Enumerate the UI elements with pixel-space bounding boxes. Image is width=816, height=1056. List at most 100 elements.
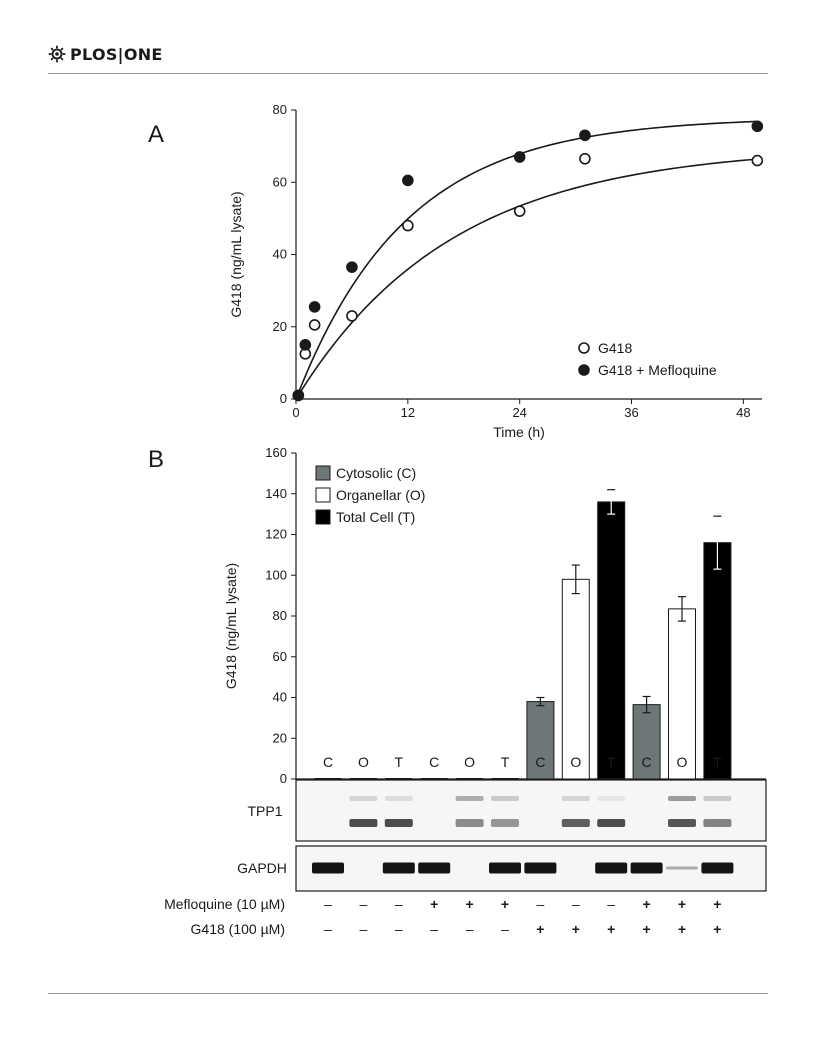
tpp1-upper-band (349, 796, 378, 801)
x-tick-label: 12 (401, 405, 415, 420)
legend-label: Total Cell (T) (336, 509, 415, 525)
bar-category-label: O (570, 754, 581, 770)
treatment-value: + (643, 921, 651, 937)
data-point-filled (292, 389, 305, 402)
tpp1-upper-band (561, 796, 590, 801)
data-point-filled (402, 174, 414, 187)
bar-category-label: C (642, 754, 652, 770)
bar-category-label: T (713, 754, 722, 770)
panel-b-chart: 0 20 40 60 80 100 120 140 160 G418 (ng/mL lysate)… (223, 445, 766, 786)
data-point-open (346, 310, 358, 322)
legend-label: G418 (598, 340, 632, 356)
x-tick-label: 24 (512, 405, 526, 420)
treatment-value: – (572, 896, 580, 912)
bar (561, 578, 590, 780)
bar-category-label: T (395, 754, 404, 770)
y-tick-label: 40 (273, 247, 287, 262)
treatment-value: + (607, 921, 615, 937)
treatment-value: – (360, 896, 368, 912)
gapdh-band (382, 862, 415, 874)
panel-a-chart: 0 20 40 60 80 0 12 24 36 48 Time (h) G418 (ng/mL ly… (228, 102, 764, 440)
bar-category-label: C (429, 754, 439, 770)
bar (703, 542, 732, 780)
data-point-open (513, 205, 526, 217)
treatment-value: – (324, 921, 332, 937)
y-tick-label: 80 (273, 102, 287, 117)
y-tick-label: 80 (273, 608, 287, 623)
journal-name: PLOS|ONE (70, 44, 163, 64)
header-divider (48, 73, 768, 74)
y-tick-label: 0 (280, 771, 287, 786)
y-tick-label: 40 (273, 690, 287, 705)
gapdh-band (418, 862, 451, 874)
legend-swatch (315, 487, 331, 503)
data-point-filled (751, 120, 764, 133)
y-tick-label: 20 (273, 730, 287, 745)
treatment-value: – (501, 921, 509, 937)
y-axis-title: G418 (ng/mL lysate) (228, 191, 244, 317)
treatment-value: + (713, 896, 721, 912)
legend-label: Organellar (O) (336, 487, 425, 503)
treatment-value: + (466, 896, 474, 912)
data-point-filled (346, 261, 358, 273)
y-axis-title: G418 (ng/mL lysate) (223, 563, 239, 689)
legend-swatch (315, 509, 331, 525)
tpp1-lower-band (561, 819, 590, 827)
tpp1-lower-band (597, 819, 626, 827)
bar (597, 501, 626, 780)
legend-marker (578, 342, 590, 354)
treatment-value: + (501, 896, 509, 912)
gapdh-band (524, 862, 557, 874)
treatment-value: – (607, 896, 615, 912)
bar-category-label: T (501, 754, 510, 770)
treatment-table: Mefloquine (10 µM) – – – + + + – – – + + + G418 (100 … (164, 896, 721, 937)
gapdh-band (595, 862, 628, 874)
treatment-value: – (395, 896, 403, 912)
x-tick-label: 36 (624, 405, 638, 420)
panel-b-label: B (148, 446, 164, 473)
treatment-value: + (713, 921, 721, 937)
legend-marker (578, 364, 590, 376)
tpp1-lower-band (455, 819, 484, 827)
tpp1-lower-band (349, 819, 378, 827)
bar-category-label: C (535, 754, 545, 770)
data-point-open (402, 219, 414, 232)
gapdh-label: GAPDH (237, 860, 287, 876)
gapdh-band (666, 866, 698, 870)
gapdh-band (630, 862, 663, 874)
tpp1-label: TPP1 (247, 803, 282, 819)
treatment-value: + (678, 896, 686, 912)
bar (632, 704, 661, 780)
tpp1-upper-band (491, 796, 519, 801)
tpp1-lower-band (491, 819, 519, 827)
data-point-open (579, 152, 591, 165)
footer-divider (48, 993, 768, 994)
treatment-value: – (466, 921, 474, 937)
y-tick-label: 160 (265, 445, 287, 460)
x-axis-title: Time (h) (493, 424, 545, 440)
treatment-value: + (536, 921, 544, 937)
gapdh-band (701, 862, 734, 874)
y-tick-label: 140 (265, 486, 287, 501)
tpp1-blot-box (295, 779, 767, 842)
gapdh-band (489, 862, 521, 874)
legend-label: G418 + Mefloquine (598, 362, 717, 378)
tpp1-lower-band (384, 819, 413, 827)
y-tick-label: 60 (273, 174, 287, 189)
x-tick-label: 48 (736, 405, 750, 420)
tpp1-upper-band (668, 796, 696, 801)
data-point-open (308, 319, 321, 331)
y-tick-label: 100 (265, 567, 287, 582)
tpp1-upper-band (597, 796, 626, 801)
fit-curve (295, 120, 758, 400)
data-point-filled (513, 151, 526, 163)
bar-category-label: O (358, 754, 369, 770)
data-point-filled (299, 339, 312, 351)
treatment-value: + (430, 896, 438, 912)
y-tick-label: 0 (280, 391, 287, 406)
tpp1-upper-band (384, 796, 413, 801)
journal-header: PLOS|ONE (48, 42, 163, 66)
y-tick-label: 20 (273, 319, 287, 334)
bar (526, 701, 555, 780)
